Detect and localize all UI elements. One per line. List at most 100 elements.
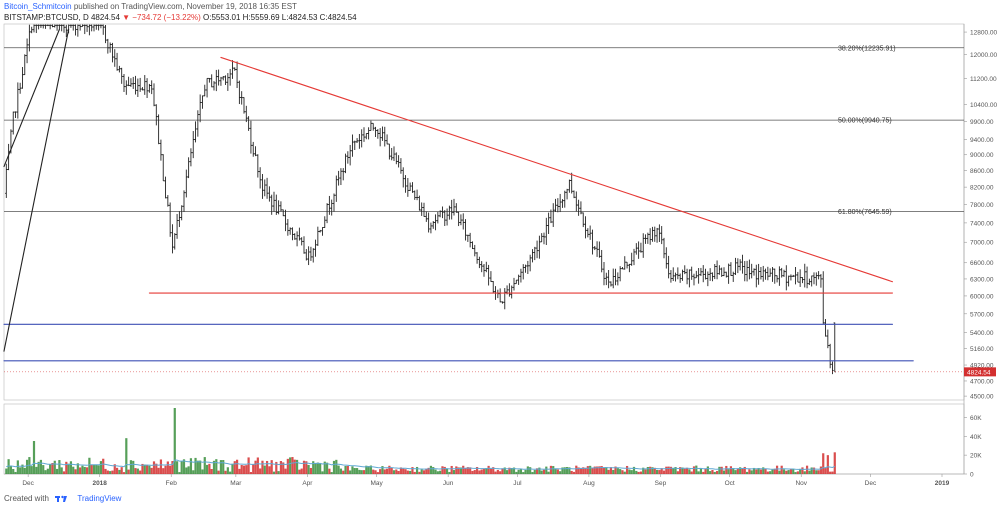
trendline: [3, 28, 70, 352]
volume-bar: [815, 470, 818, 474]
volume-bar: [305, 461, 308, 474]
time-tick-label: 2018: [92, 480, 107, 487]
volume-bar: [796, 471, 799, 474]
volume-bar: [355, 468, 359, 474]
volume-bar: [614, 466, 617, 474]
volume-bar: [65, 461, 68, 474]
volume-bar: [464, 468, 467, 474]
volume-tick-label: 0: [970, 472, 974, 479]
tradingview-brand-link[interactable]: TradingView: [77, 494, 122, 503]
volume-bar: [739, 467, 742, 474]
volume-bar: [515, 471, 518, 474]
time-tick-label: May: [370, 480, 383, 487]
volume-bar: [810, 467, 813, 474]
volume-bar: [681, 467, 684, 474]
fib-level-label: 50.00%(9940.75): [838, 118, 892, 125]
symbol-info: BITSTAMP:BTCUSD, D 4824.54 ▼ −734.72 (−1…: [4, 13, 357, 22]
volume-bar: [778, 470, 781, 474]
volume-bar: [328, 468, 331, 474]
volume-bar: [95, 464, 98, 474]
current-price-tag: [964, 367, 996, 377]
volume-bar: [445, 468, 449, 474]
volume-bar: [508, 467, 511, 474]
volume-bar: [171, 461, 174, 474]
volume-bar: [563, 467, 566, 474]
volume-bar: [429, 465, 433, 474]
time-tick-label: Nov: [795, 480, 807, 487]
footer: Created with TradingView: [4, 494, 121, 503]
volume-bar: [505, 470, 509, 474]
volume-bar: [187, 466, 190, 474]
price-tick-label: 4920.00: [970, 363, 994, 370]
volume-bar: [104, 468, 107, 474]
volume-bar: [623, 471, 626, 474]
volume-bar: [794, 472, 797, 474]
volume-bar: [256, 457, 259, 474]
volume-bar: [736, 468, 739, 474]
price-tick-label: 8600.00: [970, 168, 994, 175]
volume-bar: [637, 471, 640, 474]
volume-bar: [812, 467, 816, 474]
volume-bar: [385, 468, 389, 474]
volume-bar: [55, 468, 59, 474]
volume-bar: [76, 463, 79, 474]
volume-bar: [526, 466, 529, 474]
volume-bar: [771, 469, 774, 474]
volume-bar: [265, 460, 269, 474]
volume-bar: [282, 462, 285, 474]
volume-bar: [159, 459, 163, 474]
volume-bar: [517, 469, 520, 474]
volume-bar: [616, 468, 619, 474]
volume-bar: [762, 467, 765, 474]
volume-bar: [425, 468, 428, 474]
volume-bar: [545, 466, 548, 474]
publish-info: Bitcoin_Schmitcoin published on TradingV…: [4, 2, 297, 11]
volume-bar: [531, 472, 534, 474]
volume-bar: [152, 461, 156, 474]
volume-bar: [455, 466, 458, 474]
down-arrow-icon: ▼: [122, 13, 131, 22]
volume-bar: [270, 460, 273, 474]
fib-level-label: 61.80%(7645.59): [838, 209, 892, 216]
volume-bar: [415, 466, 419, 474]
volume-bar: [125, 438, 128, 474]
volume-bar: [16, 460, 19, 474]
volume-bar: [136, 468, 139, 474]
volume-bar: [67, 463, 70, 474]
volume-bar: [291, 457, 294, 474]
volume-bar: [32, 441, 36, 474]
volume-bar: [182, 459, 186, 474]
volume-bar: [658, 470, 661, 474]
volume-bar: [127, 469, 130, 474]
author-link[interactable]: Bitcoin_Schmitcoin: [4, 2, 72, 11]
volume-bar: [619, 469, 622, 474]
volume-bar: [805, 465, 809, 474]
volume-bar: [743, 466, 746, 474]
volume-bar: [695, 465, 698, 474]
volume-bar: [607, 469, 610, 474]
volume-bar: [92, 465, 96, 474]
volume-bar: [452, 470, 456, 474]
volume-bar: [374, 470, 377, 474]
volume-bar: [422, 470, 426, 474]
volume-bar: [709, 471, 712, 474]
volume-bar: [157, 467, 160, 474]
volume-bar: [44, 470, 47, 474]
volume-bar: [819, 466, 823, 474]
volume-bar: [699, 467, 703, 474]
volume-bar: [30, 466, 33, 474]
volume-bar: [60, 467, 63, 474]
volume-bar: [247, 457, 250, 474]
volume-bar: [628, 469, 631, 474]
volume-bar: [575, 465, 578, 474]
volume-bar: [642, 467, 645, 474]
volume-bar: [90, 464, 93, 474]
volume-bar: [272, 471, 276, 474]
volume-bar: [367, 466, 370, 474]
volume-bar: [473, 470, 476, 474]
volume-bar: [757, 467, 760, 474]
trendline: [3, 28, 60, 168]
volume-bar: [769, 471, 772, 474]
time-tick-label: Dec: [865, 480, 877, 487]
